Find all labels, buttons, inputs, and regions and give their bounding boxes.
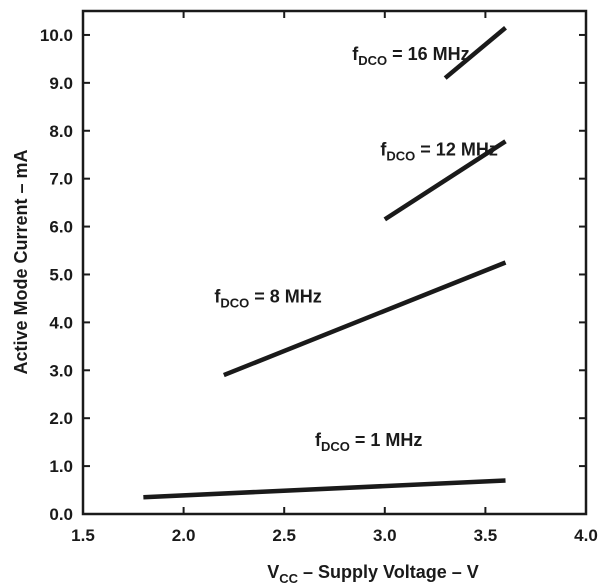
x-axis-title-rest: – Supply Voltage – V: [298, 562, 479, 582]
y-tick-label: 9.0: [49, 74, 73, 93]
plot-area-frame: [81, 9, 588, 516]
y-tick-label: 2.0: [49, 409, 73, 428]
series-label-4: fDCO = 16 MHz: [352, 44, 469, 68]
series-label-main: f: [315, 430, 322, 450]
series-label-2: fDCO = 8 MHz: [214, 286, 321, 310]
y-tick-label: 1.0: [49, 457, 73, 476]
x-axis-title: VCC – Supply Voltage – V: [267, 562, 479, 583]
y-tick-label: 10.0: [40, 26, 73, 45]
axis-ticks: 1.5 2.0 2.5 3.0 3.5 4.0 0.0 1.0 2.0 3.0 4.0 5.0 6.0 7…: [40, 11, 598, 545]
series-line-4: [443, 26, 507, 80]
x-tick-label: 3.0: [373, 526, 397, 545]
x-axis-title-main: V: [267, 562, 279, 582]
y-tick-label: 5.0: [49, 265, 73, 284]
series-line-3: [383, 139, 507, 222]
y-tick-label: 0.0: [49, 505, 73, 524]
x-tick-label: 1.5: [71, 526, 95, 545]
x-tick-label: 2.5: [272, 526, 296, 545]
y-tick-label: 7.0: [49, 170, 73, 189]
series-label-sub: DCO: [321, 439, 350, 454]
x-axis-title-sub: CC: [279, 571, 298, 583]
y-tick-label: 8.0: [49, 122, 73, 141]
x-tick-label: 4.0: [574, 526, 598, 545]
series-label-rest: = 8 MHz: [249, 286, 322, 306]
series-line-2: [223, 260, 507, 378]
series-label-main: f: [352, 44, 359, 64]
series-label-sub: DCO: [386, 149, 415, 164]
series-label-main: f: [380, 140, 387, 160]
series-label-sub: DCO: [220, 295, 249, 310]
series-label-sub: DCO: [358, 53, 387, 68]
y-tick-label: 3.0: [49, 361, 73, 380]
series-label-main: f: [214, 286, 221, 306]
series-label-3: fDCO = 12 MHz: [380, 140, 497, 164]
y-axis-title: Active Mode Current – mA: [11, 149, 31, 374]
series-label-1: fDCO = 1 MHz: [315, 430, 422, 454]
y-tick-label: 4.0: [49, 313, 73, 332]
series-label-rest: = 16 MHz: [387, 44, 470, 64]
x-tick-label: 2.0: [172, 526, 196, 545]
x-tick-label: 3.5: [474, 526, 498, 545]
series-label-rest: = 1 MHz: [350, 430, 423, 450]
series-line-1: [143, 478, 506, 500]
y-tick-label: 6.0: [49, 218, 73, 237]
series-label-rest: = 12 MHz: [415, 140, 498, 160]
